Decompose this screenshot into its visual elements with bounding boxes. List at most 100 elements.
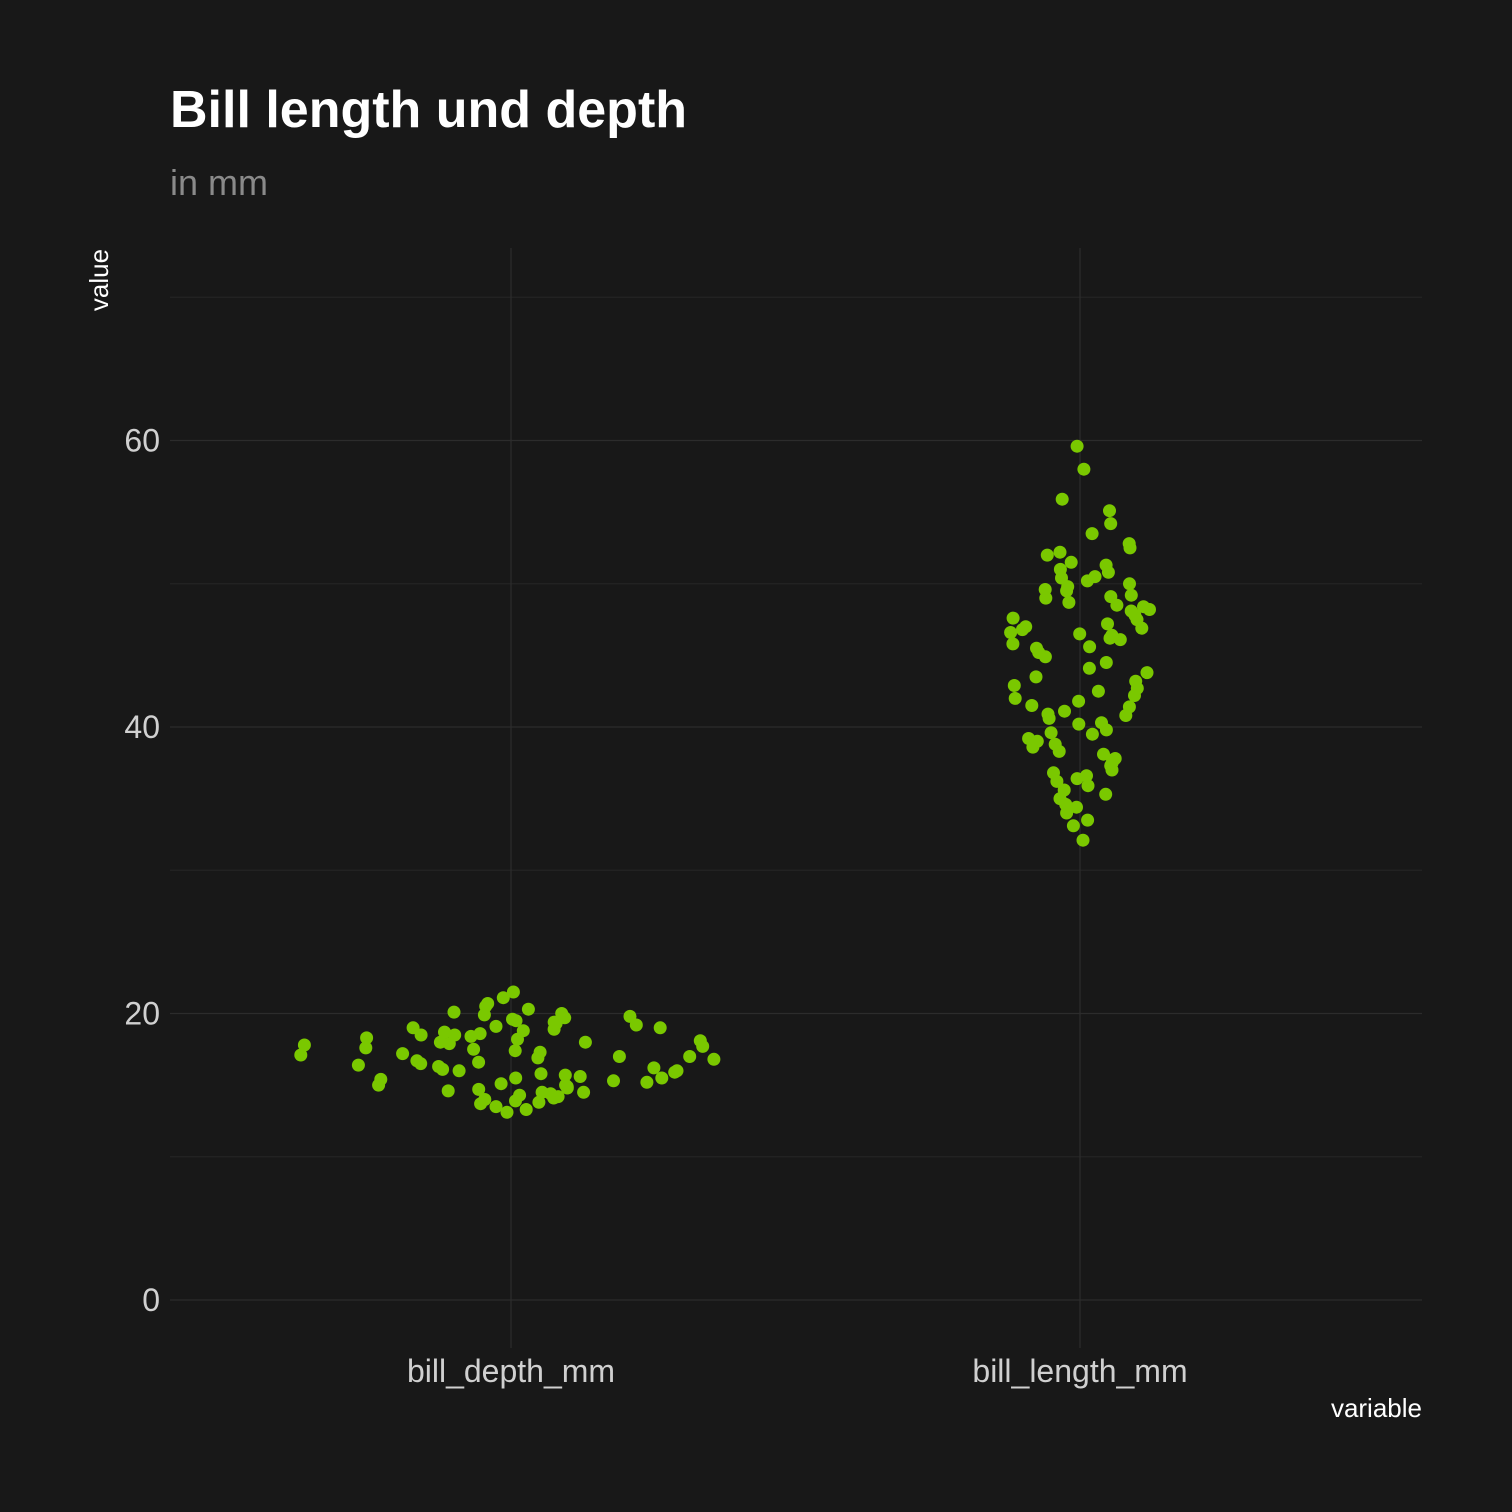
data-point-bill_depth_mm	[452, 1064, 466, 1078]
data-point-bill_depth_mm	[707, 1052, 721, 1066]
data-point-bill_length_mm	[1066, 819, 1080, 833]
chart-title: Bill length und depth	[170, 81, 687, 139]
data-point-bill_length_mm	[1129, 674, 1143, 688]
data-point-bill_length_mm	[1077, 462, 1091, 476]
data-point-bill_depth_mm	[693, 1034, 707, 1048]
data-point-bill_depth_mm	[351, 1058, 365, 1072]
data-point-bill_length_mm	[1044, 726, 1058, 740]
data-point-bill_length_mm	[1040, 548, 1054, 562]
data-points	[294, 439, 1156, 1119]
data-point-bill_length_mm	[1053, 562, 1067, 576]
data-point-bill_length_mm	[1099, 558, 1113, 572]
data-point-bill_depth_mm	[578, 1035, 592, 1049]
data-point-bill_length_mm	[1055, 492, 1069, 506]
x-tick-label: bill_length_mm	[972, 1353, 1187, 1389]
y-tick-label: 40	[124, 709, 160, 745]
data-point-bill_length_mm	[1058, 704, 1071, 718]
data-point-bill_depth_mm	[683, 1050, 697, 1063]
data-point-bill_depth_mm	[535, 1085, 549, 1099]
data-point-bill_length_mm	[1041, 707, 1055, 721]
data-point-bill_length_mm	[1007, 679, 1021, 692]
data-point-bill_length_mm	[1137, 600, 1150, 614]
data-point-bill_depth_mm	[410, 1054, 424, 1068]
data-point-bill_length_mm	[1062, 595, 1076, 609]
data-point-bill_length_mm	[1124, 604, 1138, 618]
data-point-bill_length_mm	[1038, 583, 1052, 596]
y-axis-title: value	[84, 249, 114, 311]
data-point-bill_length_mm	[1080, 769, 1093, 783]
data-point-bill_length_mm	[1022, 732, 1036, 745]
data-point-bill_depth_mm	[509, 1071, 523, 1085]
data-point-bill_depth_mm	[653, 1021, 667, 1035]
data-point-bill_depth_mm	[516, 1024, 530, 1038]
data-point-bill_length_mm	[1076, 833, 1090, 847]
data-point-bill_length_mm	[1025, 699, 1039, 712]
data-point-bill_length_mm	[1103, 504, 1116, 518]
data-point-bill_depth_mm	[294, 1048, 308, 1062]
data-point-bill_length_mm	[1083, 640, 1097, 654]
x-tick-label: bill_depth_mm	[407, 1353, 615, 1389]
data-point-bill_depth_mm	[506, 1012, 519, 1026]
data-point-bill_depth_mm	[489, 1100, 503, 1114]
data-point-bill_length_mm	[1072, 694, 1086, 708]
data-point-bill_length_mm	[1101, 617, 1114, 631]
data-point-bill_length_mm	[1085, 527, 1099, 541]
chart-subtitle: in mm	[170, 162, 268, 203]
data-point-bill_depth_mm	[438, 1025, 451, 1039]
data-point-bill_length_mm	[1085, 727, 1099, 741]
data-point-bill_length_mm	[1099, 787, 1113, 801]
data-point-bill_depth_mm	[441, 1084, 455, 1098]
data-point-bill_depth_mm	[519, 1103, 533, 1116]
data-point-bill_length_mm	[1006, 637, 1020, 651]
data-point-bill_length_mm	[1099, 656, 1113, 669]
data-point-bill_depth_mm	[433, 1035, 447, 1049]
data-point-bill_depth_mm	[559, 1078, 573, 1092]
data-point-bill_depth_mm	[655, 1071, 669, 1085]
data-point-bill_depth_mm	[374, 1072, 388, 1086]
data-point-bill_depth_mm	[472, 1055, 486, 1069]
data-point-bill_length_mm	[1070, 800, 1083, 814]
data-point-bill_length_mm	[1072, 717, 1086, 731]
data-point-bill_depth_mm	[623, 1009, 637, 1023]
data-point-bill_depth_mm	[472, 1082, 486, 1096]
y-tick-label: 0	[142, 1282, 160, 1318]
data-point-bill_depth_mm	[647, 1061, 661, 1075]
data-point-bill_depth_mm	[533, 1045, 547, 1059]
data-point-bill_length_mm	[1081, 779, 1095, 793]
data-point-bill_length_mm	[1070, 439, 1084, 453]
data-point-bill_depth_mm	[547, 1015, 561, 1029]
data-point-bill_depth_mm	[406, 1021, 420, 1035]
data-point-bill_length_mm	[1057, 783, 1071, 797]
data-point-bill_length_mm	[1122, 537, 1136, 551]
data-point-bill_depth_mm	[573, 1070, 587, 1083]
data-point-bill_depth_mm	[532, 1095, 546, 1109]
data-point-bill_depth_mm	[508, 1044, 522, 1058]
data-point-bill_length_mm	[1004, 626, 1018, 639]
x-tick-labels: bill_depth_mm bill_length_mm	[407, 1353, 1188, 1389]
data-point-bill_depth_mm	[396, 1047, 410, 1061]
data-point-bill_length_mm	[1064, 555, 1078, 569]
data-point-bill_length_mm	[1104, 517, 1118, 531]
data-point-bill_length_mm	[1122, 700, 1136, 714]
data-point-bill_length_mm	[1047, 766, 1060, 780]
data-point-bill_length_mm	[1088, 570, 1102, 584]
data-point-bill_depth_mm	[473, 1027, 487, 1041]
data-point-bill_depth_mm	[448, 1028, 462, 1042]
y-tick-label: 60	[124, 423, 160, 459]
data-point-bill_length_mm	[1053, 545, 1067, 559]
data-point-bill_length_mm	[1105, 628, 1119, 642]
data-point-bill_length_mm	[1082, 661, 1096, 675]
data-point-bill_depth_mm	[360, 1031, 374, 1045]
data-point-bill_length_mm	[1095, 716, 1108, 730]
y-tick-label: 20	[124, 996, 160, 1032]
data-point-bill_length_mm	[1108, 752, 1122, 765]
data-point-bill_depth_mm	[432, 1060, 446, 1073]
data-point-bill_length_mm	[1123, 577, 1136, 591]
data-point-bill_depth_mm	[447, 1005, 461, 1019]
data-point-bill_depth_mm	[489, 1019, 503, 1033]
data-point-bill_length_mm	[1048, 737, 1062, 751]
data-point-bill_depth_mm	[478, 1093, 492, 1106]
data-point-bill_depth_mm	[359, 1041, 373, 1055]
data-point-bill_length_mm	[1006, 611, 1020, 625]
